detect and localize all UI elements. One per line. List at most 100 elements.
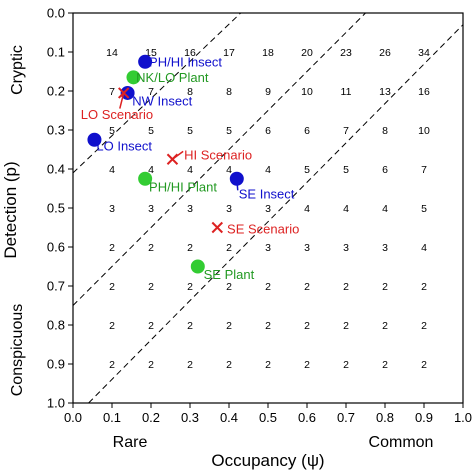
grid-value: 4 xyxy=(265,164,271,176)
x-tick-label: 0.2 xyxy=(142,410,160,425)
grid-value: 3 xyxy=(265,242,271,254)
grid-value: 3 xyxy=(343,242,349,254)
grid-value: 9 xyxy=(265,86,271,98)
grid-value: 18 xyxy=(262,47,274,59)
grid-value: 2 xyxy=(343,320,349,332)
y-tick-label: 0.0 xyxy=(47,6,65,21)
grid-value: 7 xyxy=(109,86,115,98)
x-side-label-common: Common xyxy=(369,434,434,451)
y-tick-label: 1.0 xyxy=(47,396,65,411)
x-tick-label: 0.4 xyxy=(220,410,238,425)
grid-value: 3 xyxy=(226,203,232,215)
data-point-circle xyxy=(87,132,102,147)
data-point-label: HI Scenario xyxy=(184,147,252,162)
grid-value: 16 xyxy=(184,47,196,59)
dashed-line-3 xyxy=(88,24,463,403)
grid-value: 2 xyxy=(226,281,232,293)
grid-value: 2 xyxy=(343,281,349,293)
grid-value: 15 xyxy=(145,47,157,59)
x-tick-label: 0.3 xyxy=(181,410,199,425)
data-point-label: LO Insect xyxy=(96,138,152,153)
grid-value: 4 xyxy=(382,203,388,215)
data-point-label: NK/LO Plant xyxy=(136,70,209,85)
grid-value: 4 xyxy=(343,203,349,215)
data-point-circle xyxy=(126,70,141,85)
grid-value: 2 xyxy=(187,320,193,332)
x-tick-label: 0.0 xyxy=(64,410,82,425)
grid-value: 10 xyxy=(301,86,313,98)
grid-value: 5 xyxy=(148,125,154,137)
x-tick-label: 0.6 xyxy=(298,410,316,425)
data-point-circle xyxy=(190,259,205,274)
grid-value: 14 xyxy=(106,47,118,59)
grid-value: 3 xyxy=(382,242,388,254)
data-point-circle xyxy=(138,54,153,69)
data-point-label: PH/HI Insect xyxy=(149,55,222,70)
dashed-line-2 xyxy=(73,13,366,306)
grid-value: 26 xyxy=(379,47,391,59)
x-tick-label: 1.0 xyxy=(454,410,472,425)
data-point-label: SE Insect xyxy=(239,186,295,201)
grid-value: 8 xyxy=(187,86,193,98)
grid-value: 3 xyxy=(109,203,115,215)
data-point-circle xyxy=(138,171,153,186)
x-tick-label: 0.8 xyxy=(376,410,394,425)
grid-value: 13 xyxy=(379,86,391,98)
grid-value: 2 xyxy=(421,359,427,371)
grid-value: 6 xyxy=(304,125,310,137)
grid-value: 2 xyxy=(421,281,427,293)
data-point-label: NW Insect xyxy=(132,94,192,109)
grid-value: 2 xyxy=(265,281,271,293)
grid-value: 5 xyxy=(304,164,310,176)
y-tick-label: 0.6 xyxy=(47,240,65,255)
grid-value: 2 xyxy=(187,359,193,371)
grid-value: 2 xyxy=(304,320,310,332)
grid-value: 2 xyxy=(109,359,115,371)
y-tick-label: 0.3 xyxy=(47,123,65,138)
grid-value: 2 xyxy=(226,242,232,254)
grid-value: 2 xyxy=(109,242,115,254)
grid-value: 3 xyxy=(304,242,310,254)
label-leader-line xyxy=(119,92,125,109)
x-tick-label: 0.7 xyxy=(337,410,355,425)
grid-value: 2 xyxy=(226,320,232,332)
grid-value: 3 xyxy=(148,203,154,215)
grid-value: 2 xyxy=(382,359,388,371)
data-point-label: LO Scenario xyxy=(81,107,153,122)
grid-value: 3 xyxy=(187,203,193,215)
x-tick-label: 0.1 xyxy=(103,410,121,425)
y-tick-label: 0.8 xyxy=(47,318,65,333)
label-leader-line xyxy=(172,150,184,160)
grid-value: 16 xyxy=(418,86,430,98)
grid-value: 4 xyxy=(304,203,310,215)
grid-value: 4 xyxy=(109,164,115,176)
grid-value: 7 xyxy=(343,125,349,137)
grid-value: 2 xyxy=(187,281,193,293)
grid-value: 2 xyxy=(148,320,154,332)
grid-value: 23 xyxy=(340,47,352,59)
dashed-line-1 xyxy=(73,13,242,174)
grid-value: 5 xyxy=(109,125,115,137)
grid-value: 4 xyxy=(226,164,232,176)
x-side-label-rare: Rare xyxy=(113,434,148,451)
grid-value: 3 xyxy=(265,203,271,215)
data-point-x-marker xyxy=(211,221,224,234)
grid-value: 2 xyxy=(148,242,154,254)
data-point-label: SE Scenario xyxy=(227,221,299,236)
data-point-circle xyxy=(120,85,135,100)
grid-value: 20 xyxy=(301,47,313,59)
grid-value: 17 xyxy=(223,47,235,59)
grid-value: 5 xyxy=(187,125,193,137)
grid-value: 2 xyxy=(148,281,154,293)
grid-value: 2 xyxy=(109,281,115,293)
grid-value: 34 xyxy=(418,47,430,59)
grid-value: 2 xyxy=(148,359,154,371)
grid-value: 11 xyxy=(341,86,352,98)
grid-value: 5 xyxy=(421,203,427,215)
grid-value: 2 xyxy=(265,359,271,371)
grid-value: 10 xyxy=(418,125,430,137)
y-side-label-cryptic: Cryptic xyxy=(9,45,26,95)
data-point-label: PH/HI Plant xyxy=(149,179,217,194)
grid-value: 2 xyxy=(421,320,427,332)
y-tick-label: 0.4 xyxy=(47,162,65,177)
